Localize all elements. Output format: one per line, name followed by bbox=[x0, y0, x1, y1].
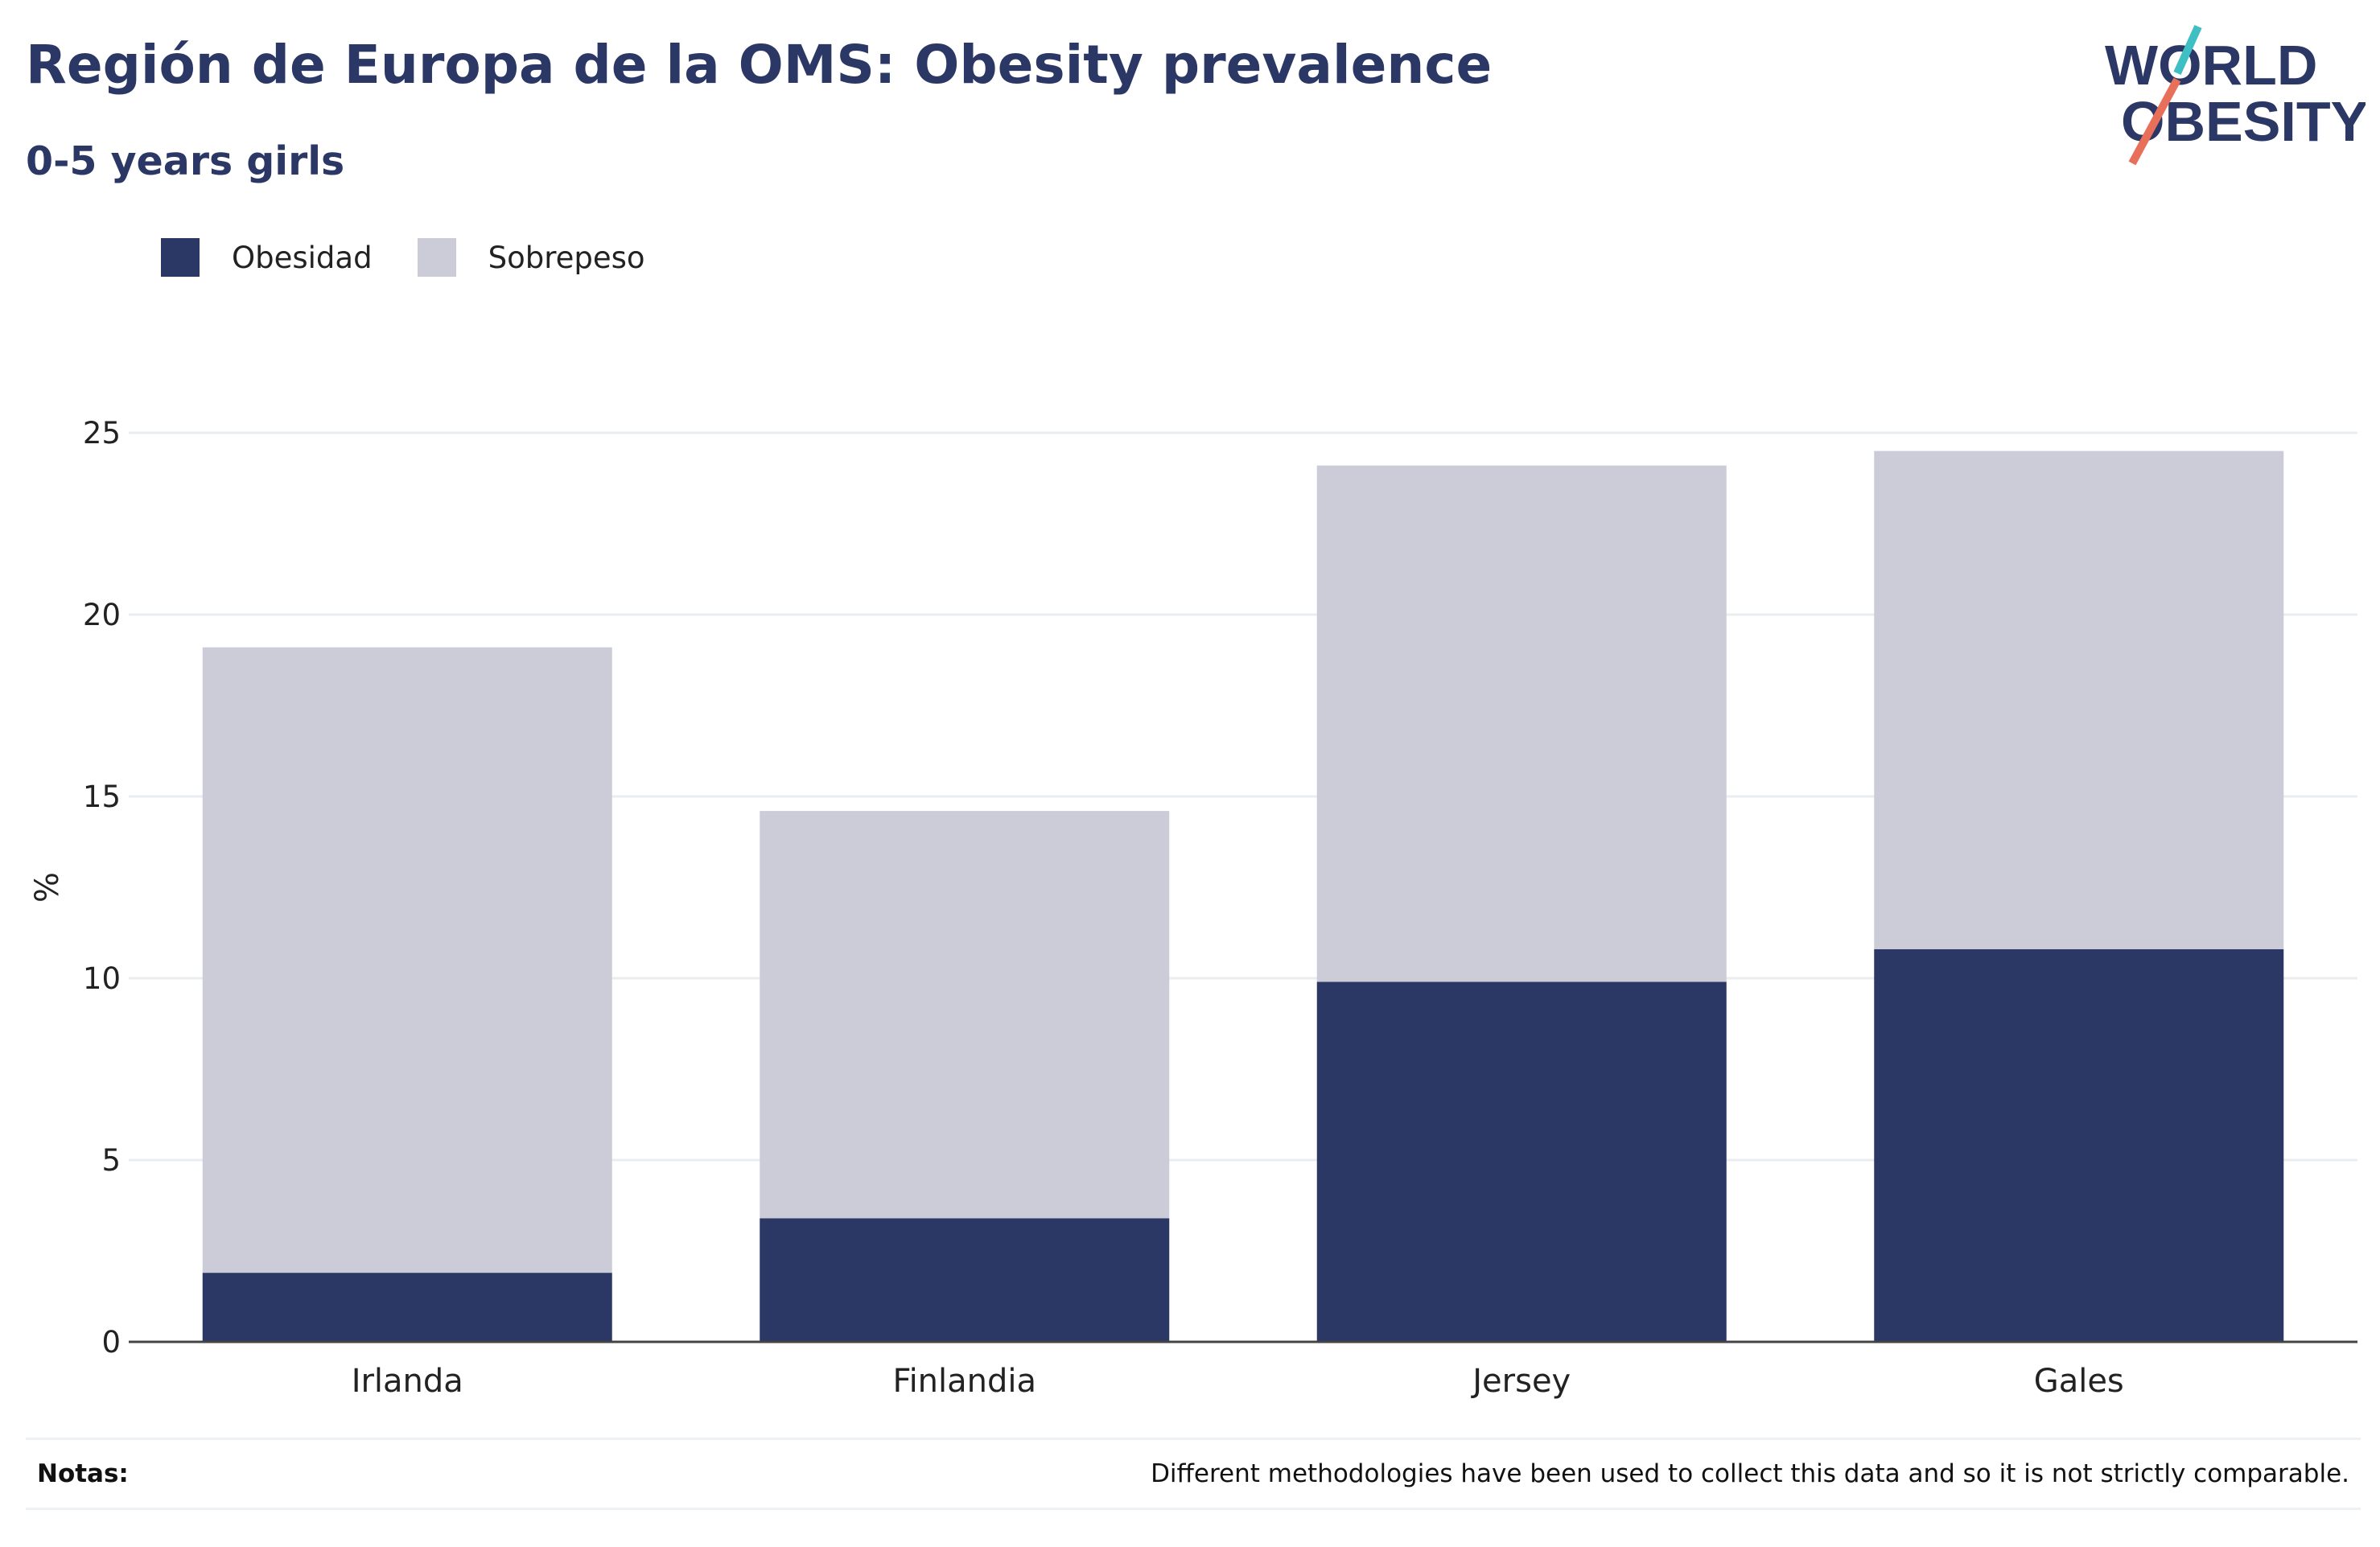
notes-bar: Notas: Different methodologies have been… bbox=[26, 1438, 2361, 1510]
notes-label: Notas: bbox=[37, 1459, 129, 1488]
y-axis-label: % bbox=[29, 872, 66, 903]
legend-item-sobrepeso: Sobrepeso bbox=[417, 238, 645, 277]
bar-obesidad-finlandia bbox=[760, 1218, 1170, 1342]
bar-sobrepeso-jersey bbox=[1316, 465, 1727, 982]
legend-label-obesidad: Obesidad bbox=[232, 240, 373, 275]
chart-subtitle: 0-5 years girls bbox=[26, 138, 345, 184]
logo-slash-top bbox=[2173, 24, 2202, 76]
logo-slash-bottom bbox=[2128, 77, 2181, 166]
chart-title: Región de Europa de la OMS: Obesity prev… bbox=[26, 34, 1493, 96]
y-tick-label: 25 bbox=[83, 416, 121, 451]
x-tick-label: Gales bbox=[2034, 1363, 2124, 1400]
y-tick-label: 10 bbox=[83, 961, 121, 996]
notes-text: Different methodologies have been used t… bbox=[1151, 1459, 2349, 1488]
x-tick-label: Finlandia bbox=[892, 1363, 1036, 1400]
bar-sobrepeso-irlanda bbox=[202, 647, 612, 1273]
world-obesity-logo: WORLD OBESITY bbox=[2105, 24, 2366, 166]
legend-label-sobrepeso: Sobrepeso bbox=[488, 240, 645, 275]
y-tick-label: 15 bbox=[83, 780, 121, 814]
y-tick-label: 5 bbox=[101, 1143, 121, 1178]
bar-sobrepeso-finlandia bbox=[760, 811, 1170, 1219]
y-tick-label: 20 bbox=[83, 598, 121, 632]
bar-obesidad-jersey bbox=[1316, 981, 1727, 1342]
legend: Obesidad Sobrepeso bbox=[161, 238, 690, 277]
y-tick-label: 0 bbox=[101, 1325, 121, 1360]
bar-obesidad-gales bbox=[1874, 948, 2284, 1342]
x-tick-label: Jersey bbox=[1470, 1363, 1571, 1400]
legend-swatch-sobrepeso bbox=[417, 238, 456, 277]
legend-item-obesidad: Obesidad bbox=[161, 238, 373, 277]
bar-obesidad-irlanda bbox=[202, 1273, 612, 1342]
logo-line-1: WORLD bbox=[2105, 34, 2317, 97]
x-tick-label: Irlanda bbox=[352, 1363, 463, 1400]
legend-swatch-obesidad bbox=[161, 238, 200, 277]
bar-sobrepeso-gales bbox=[1874, 451, 2284, 949]
